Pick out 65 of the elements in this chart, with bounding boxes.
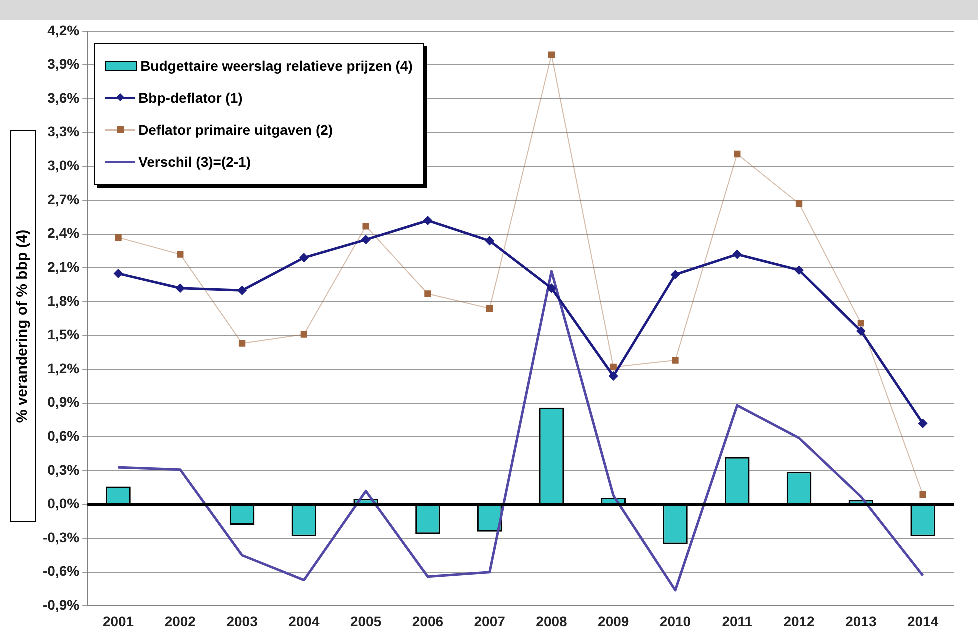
legend-label: Bbp-deflator (1) <box>138 90 243 106</box>
legend-label: Budgettaire weerslag relatieve prijzen (4) <box>140 58 413 74</box>
point <box>115 234 122 241</box>
y-tick-label: 1,8% <box>48 292 80 309</box>
y-tick-label: 0,6% <box>48 428 80 444</box>
x-tick-label: 2010 <box>660 613 692 630</box>
point <box>548 52 556 58</box>
y-tick-label: -0,6% <box>42 563 80 580</box>
point <box>856 326 866 336</box>
x-tick-label: 2001 <box>102 613 134 630</box>
y-tick-label: 3,9% <box>48 56 80 72</box>
point <box>238 340 246 347</box>
y-tick-label: 1,5% <box>48 326 80 343</box>
point <box>796 200 803 208</box>
x-tick-label: 2003 <box>226 613 258 630</box>
x-tick-label: 2009 <box>598 613 630 630</box>
y-tick-label: 2,4% <box>48 225 80 242</box>
y-tick-label: 0,9% <box>48 394 80 410</box>
y-tick-label: 4,2% <box>48 22 80 38</box>
x-tick-label: 2014 <box>907 613 939 630</box>
x-tick-label: 2004 <box>288 613 320 630</box>
y-tick-label: 0,3% <box>48 462 80 478</box>
point <box>547 284 556 293</box>
y-axis-title: % verandering of % bbp (4) <box>14 229 32 423</box>
point <box>362 236 370 244</box>
point <box>486 236 494 246</box>
point <box>671 270 680 280</box>
x-tick-label: 2008 <box>536 613 568 630</box>
point <box>424 290 432 298</box>
point <box>733 250 742 259</box>
point <box>424 216 432 225</box>
y-tick-label: 3,0% <box>48 158 80 174</box>
point <box>920 491 926 498</box>
point <box>734 150 741 158</box>
legend-label: Verschil (3)=(2-1) <box>138 154 251 170</box>
y-tick-label: 3,3% <box>48 124 80 140</box>
point <box>238 286 247 295</box>
point <box>300 254 308 262</box>
point <box>114 269 123 278</box>
point <box>362 223 370 230</box>
y-tick-label: 2,1% <box>48 258 80 275</box>
x-tick-label: 2005 <box>350 613 382 630</box>
y-tick-label: 1,2% <box>48 360 80 376</box>
y-tick-label: 2,7% <box>48 191 80 208</box>
y-tick-label: -0,3% <box>42 529 80 546</box>
x-tick-label: 2012 <box>784 613 816 630</box>
x-tick-label: 2013 <box>846 613 877 630</box>
point <box>858 320 864 327</box>
x-tick-label: 2006 <box>412 613 444 630</box>
point <box>672 357 679 364</box>
point <box>609 372 618 381</box>
point <box>177 251 184 258</box>
x-tick-label: 2011 <box>722 613 753 630</box>
x-tick-label: 2007 <box>474 613 506 630</box>
point <box>795 266 804 275</box>
point <box>176 284 185 293</box>
point <box>300 331 308 338</box>
y-tick-label: 3,6% <box>48 90 80 106</box>
x-tick-label: 2002 <box>164 613 196 630</box>
y-tick-label: 0,0% <box>48 496 80 512</box>
point <box>486 305 494 312</box>
y-tick-label: -0,9% <box>42 597 80 614</box>
legend-label: Deflator primaire uitgaven (2) <box>138 122 334 138</box>
point <box>918 419 928 428</box>
point <box>610 364 617 371</box>
